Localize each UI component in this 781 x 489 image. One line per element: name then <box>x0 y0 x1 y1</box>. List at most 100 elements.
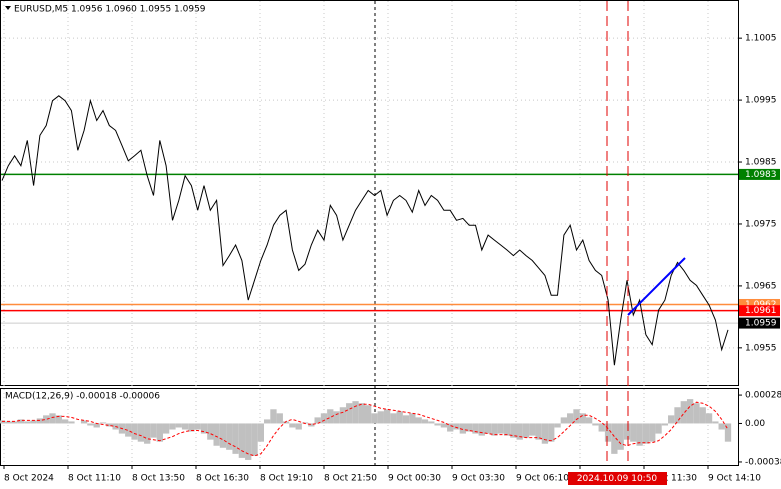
histogram-bar <box>541 423 549 444</box>
histogram-bar <box>137 423 145 442</box>
histogram-bar <box>402 415 410 424</box>
histogram-bar <box>150 423 157 438</box>
histogram-bar <box>346 403 353 424</box>
histogram-bar <box>535 423 542 440</box>
histogram-bar <box>162 423 170 434</box>
histogram-bar <box>567 413 574 424</box>
histogram-bar <box>604 423 612 442</box>
histogram-bar <box>642 423 650 444</box>
histogram-bar <box>409 413 416 424</box>
histogram-bar <box>276 413 283 424</box>
histogram-bar <box>668 415 675 424</box>
histogram-bar <box>598 423 605 432</box>
histogram-bar <box>219 423 227 448</box>
histogram-bar <box>314 417 321 424</box>
histogram-bar <box>415 417 422 424</box>
histogram-bar <box>661 423 669 426</box>
histogram-bar <box>295 423 302 430</box>
histogram-bar <box>232 423 239 454</box>
x-tick-label: 9 Oct 14:10 <box>708 474 761 484</box>
histogram-bar <box>358 403 365 424</box>
main-panel <box>0 0 739 386</box>
plot-layer <box>0 1 738 465</box>
histogram-bar <box>125 423 132 437</box>
histogram-bar <box>289 423 296 428</box>
level-label-box <box>739 168 780 180</box>
chart-title: EURUSD,M5 1.0956 1.0960 1.0955 1.0959 <box>14 5 206 15</box>
histogram-bar <box>352 401 359 424</box>
histogram-bar <box>522 423 530 438</box>
histogram-bar <box>43 415 50 424</box>
level-label: 1.0961 <box>745 306 777 316</box>
histogram-bar <box>390 413 397 424</box>
histogram-bar <box>428 421 435 424</box>
x-tick-label: 8 Oct 21:50 <box>324 474 377 484</box>
histogram-bar <box>440 423 448 428</box>
symbol-icon <box>5 6 11 10</box>
x-tick-label: 8 Oct 11:10 <box>68 474 121 484</box>
histogram-bar <box>447 423 454 432</box>
y-tick-label: -0.00038 <box>745 457 781 467</box>
histogram-bar <box>308 423 315 427</box>
level-label: 1.0962 <box>745 300 777 310</box>
histogram-bar <box>396 411 403 424</box>
histogram-bar <box>585 417 593 424</box>
histogram-bar <box>453 423 460 430</box>
histogram-bar <box>630 423 637 442</box>
histogram-bar <box>365 405 372 424</box>
cursor-label: 2024.10.09 10:50 <box>577 474 658 484</box>
y-tick-label: 0.00 <box>745 419 765 429</box>
histogram-bar <box>61 419 69 424</box>
histogram-bar <box>226 423 233 450</box>
x-tick-label: 8 Oct 2024 <box>4 474 54 484</box>
histogram-bar <box>144 423 151 444</box>
histogram-bar <box>554 423 561 428</box>
trendline <box>627 257 686 316</box>
level-label: 1.0983 <box>745 170 777 180</box>
histogram-bar <box>383 409 391 424</box>
histogram-bar <box>339 407 347 424</box>
histogram-bar <box>99 422 107 424</box>
histogram-bar <box>200 423 208 434</box>
level-label-box <box>739 305 780 317</box>
y-tick-label: 1.0955 <box>745 343 777 353</box>
x-tick-label: 9 Oct 03:30 <box>452 474 505 484</box>
level-label: 1.0959 <box>745 319 777 329</box>
histogram-bar <box>238 423 246 458</box>
histogram-bar <box>459 423 467 434</box>
histogram-bar <box>93 423 100 428</box>
histogram-bar <box>636 423 643 446</box>
x-tick-label: 8 Oct 13:50 <box>132 474 185 484</box>
histogram-bar <box>699 407 706 424</box>
histogram-bar <box>573 409 580 424</box>
histogram-bar <box>24 421 31 424</box>
histogram-bar <box>270 409 277 424</box>
histogram-bar <box>87 423 94 426</box>
y-tick-label: 1.0975 <box>745 219 777 229</box>
histogram-bar <box>503 423 511 436</box>
histogram-bar <box>301 422 309 424</box>
histogram-bar <box>649 423 656 442</box>
histogram-bar <box>11 421 18 424</box>
y-tick-label: 1.0965 <box>745 281 777 291</box>
x-tick-label: 9 Oct 11:30 <box>644 474 697 484</box>
histogram-bar <box>156 423 163 442</box>
histogram-bar <box>5 421 12 424</box>
histogram-bar <box>377 411 384 424</box>
histogram-bar <box>478 423 485 436</box>
x-tick-label: 9 Oct 06:10 <box>516 474 569 484</box>
y-tick-label: 1.0995 <box>745 96 777 106</box>
y-tick-label: 1.1005 <box>745 34 777 44</box>
level-label-box <box>739 298 780 310</box>
histogram-bar <box>0 420 6 424</box>
x-tick-label: 8 Oct 16:30 <box>196 474 249 484</box>
histogram-bar <box>674 407 681 424</box>
histogram-bar <box>560 417 568 424</box>
cursor-label-box <box>568 472 667 485</box>
histogram-bar <box>718 423 725 430</box>
histogram-bar <box>466 423 473 432</box>
histogram-bar <box>579 413 586 424</box>
histogram-bar <box>131 423 138 440</box>
histogram-bar <box>251 423 258 456</box>
